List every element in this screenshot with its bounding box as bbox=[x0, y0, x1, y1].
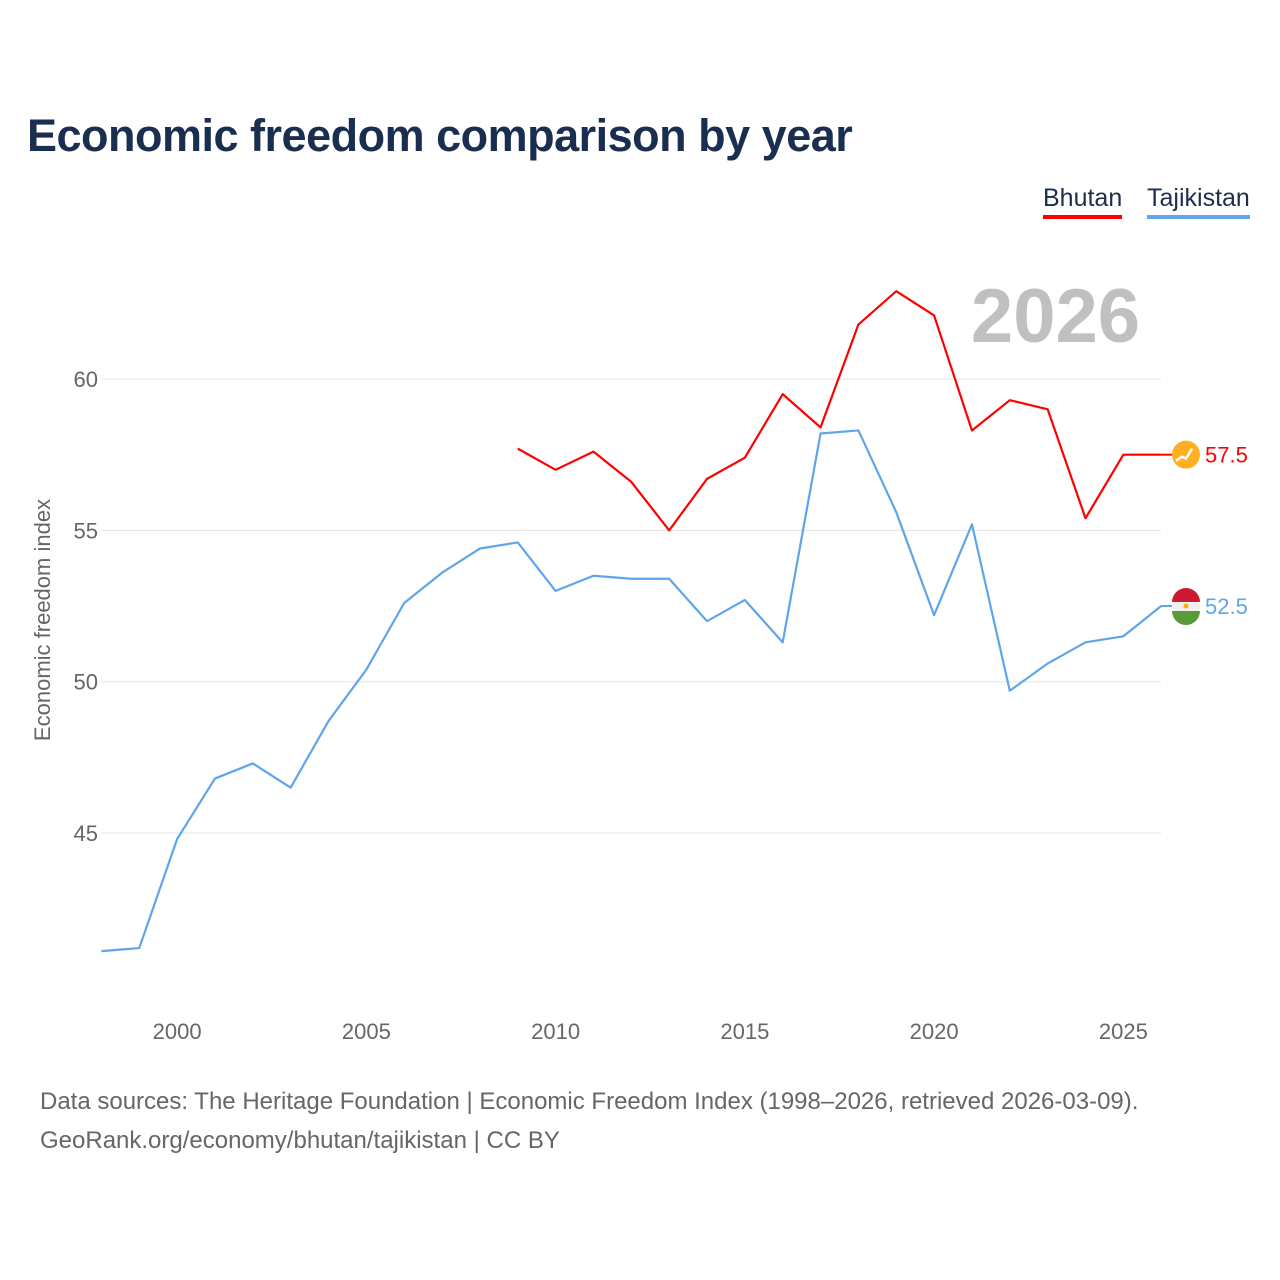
legend-tajikistan[interactable]: Tajikistan bbox=[1147, 184, 1250, 219]
end-value-label: 57.5 bbox=[1205, 443, 1248, 468]
chart-title: Economic freedom comparison by year bbox=[27, 110, 853, 161]
bhutan-flag-dragon-icon bbox=[1175, 448, 1194, 462]
bhutan-flag-icon bbox=[1172, 440, 1200, 469]
y-tick-label: 50 bbox=[74, 670, 98, 695]
x-tick-label: 2010 bbox=[531, 1019, 580, 1044]
y-axis-label: Economic freedom index bbox=[30, 499, 55, 741]
y-tick-label: 55 bbox=[74, 518, 98, 543]
tajikistan-flag-crown bbox=[1183, 603, 1189, 609]
source-note: Data sources: The Heritage Foundation | … bbox=[40, 1088, 1139, 1115]
x-tick-label: 2025 bbox=[1099, 1019, 1148, 1044]
legend-bhutan[interactable]: Bhutan bbox=[1043, 184, 1123, 219]
tajikistan-flag-green-band bbox=[1172, 611, 1200, 626]
x-tick-label: 2015 bbox=[720, 1019, 769, 1044]
series-line-bhutan bbox=[517, 290, 1162, 532]
x-tick-label: 2020 bbox=[910, 1019, 959, 1044]
x-tick-label: 2005 bbox=[342, 1019, 391, 1044]
x-tick-label: 2000 bbox=[153, 1019, 202, 1044]
tajikistan-flag-red-band bbox=[1172, 588, 1200, 603]
series-line-tajikistan bbox=[101, 429, 1162, 953]
y-tick-label: 60 bbox=[74, 367, 98, 392]
end-value-label: 52.5 bbox=[1205, 594, 1248, 619]
y-tick-label: 45 bbox=[74, 821, 98, 846]
year-watermark: 2026 bbox=[971, 274, 1140, 359]
source-url: GeoRank.org/economy/bhutan/tajikistan | … bbox=[40, 1127, 560, 1154]
